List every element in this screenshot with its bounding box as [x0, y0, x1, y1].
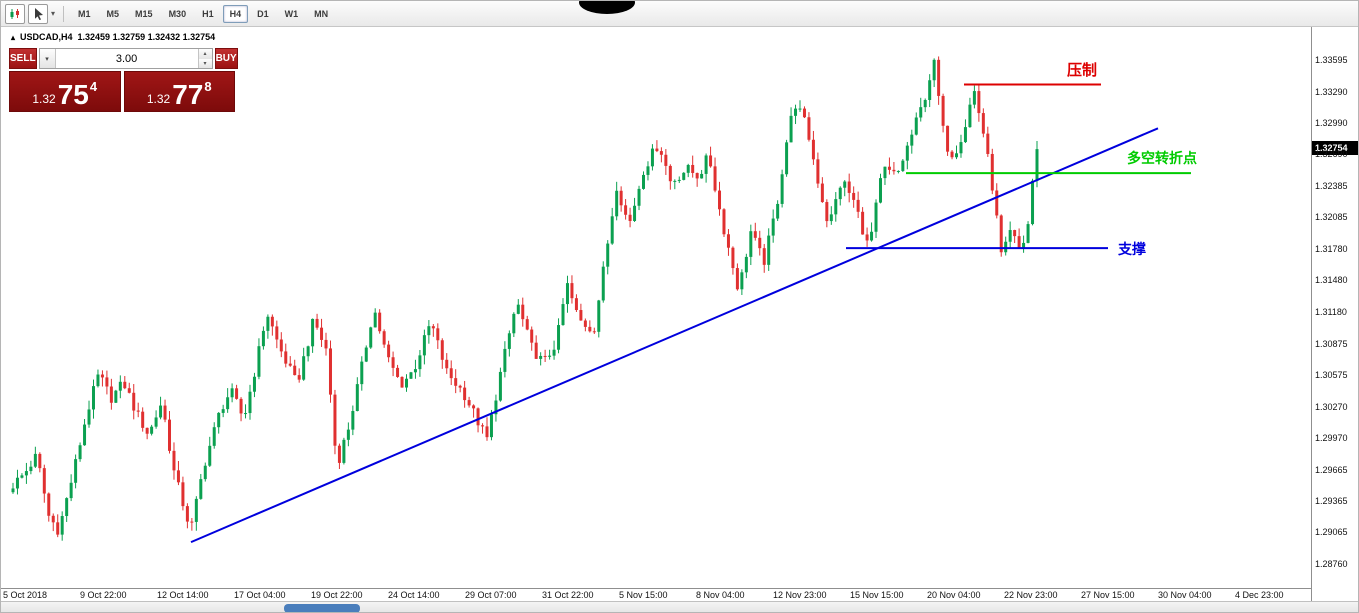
price-tick: 1.31180 [1315, 306, 1347, 317]
buy-price-display[interactable]: 1.32 77 8 [123, 71, 235, 112]
timeframe-h1[interactable]: H1 [202, 8, 214, 19]
buy-price-sup: 8 [204, 79, 212, 94]
scrollbar-thumb[interactable] [284, 604, 360, 612]
sell-price-big: 75 [57, 78, 89, 110]
annotation-label-support: 支撑 [1118, 241, 1146, 257]
crosshair-tool-icon[interactable] [28, 3, 48, 24]
price-tick: 1.29365 [1315, 495, 1348, 506]
chart-canvas[interactable] [1, 27, 1311, 588]
time-label: 29 Oct 07:00 [465, 590, 517, 600]
timeframe-m1[interactable]: M1 [78, 8, 91, 19]
price-tick: 1.30875 [1315, 338, 1348, 349]
timeframe-w1[interactable]: W1 [284, 8, 299, 19]
annotation-label-pivot: 多空转折点 [1127, 150, 1197, 166]
ellipse-annotation [579, 1, 635, 14]
time-label: 8 Nov 04:00 [696, 590, 745, 600]
time-label: 5 Oct 2018 [3, 590, 48, 600]
timeframe-buttons: M1 M5 M15 M30 H1 H4 D1 W1 MN [70, 4, 336, 23]
price-tick: 1.32085 [1315, 212, 1348, 223]
symbol-info: ▴ USDCAD,H4 1.32459 1.32759 1.32432 1.32… [11, 32, 215, 42]
price-tick: 1.30575 [1315, 369, 1348, 380]
sell-price-display[interactable]: 1.32 75 4 [9, 71, 121, 112]
price-tick: 1.28760 [1315, 559, 1348, 569]
time-label: 22 Nov 23:00 [1004, 590, 1058, 600]
price-tick: 1.33290 [1315, 86, 1348, 97]
time-label: 19 Oct 22:00 [311, 590, 363, 600]
timeframe-h4[interactable]: H4 [222, 4, 249, 23]
tool-dropdown-arrow-icon[interactable]: ▾ [51, 9, 56, 18]
volume-control: ▾ ▴ ▾ [38, 48, 213, 69]
time-label: 5 Nov 15:00 [619, 590, 668, 600]
annotation-label-resistance: 压制 [1067, 62, 1098, 79]
price-tick: 1.30270 [1315, 401, 1348, 412]
time-label: 31 Oct 22:00 [542, 590, 594, 600]
symbol-marker-icon: ▴ [11, 32, 16, 42]
price-tick: 1.29665 [1315, 464, 1348, 475]
buy-price-prefix: 1.32 [146, 91, 171, 106]
time-label: 4 Dec 23:00 [1235, 590, 1284, 600]
time-label: 12 Nov 23:00 [773, 590, 827, 600]
price-tick: 1.31780 [1315, 244, 1348, 255]
current-price-tag: 1.32754 [1312, 140, 1358, 155]
trendline [190, 127, 1159, 544]
symbol-name: USDCAD,H4 [20, 32, 73, 42]
sell-price-prefix: 1.32 [32, 91, 56, 106]
toolbar: ▾ M1 M5 M15 M30 H1 H4 D1 W1 MN [1, 1, 1358, 27]
time-label: 9 Oct 22:00 [80, 590, 127, 600]
chart-window-icon[interactable] [5, 3, 25, 24]
time-label: 12 Oct 14:00 [157, 590, 209, 600]
buy-button[interactable]: BUY [214, 48, 238, 69]
one-click-trading-panel: SELL ▾ ▴ ▾ BUY 1.32 75 4 1.32 77 8 [9, 48, 238, 112]
timeframe-mn[interactable]: MN [314, 8, 329, 19]
time-label: 20 Nov 04:00 [927, 590, 981, 600]
price-tick: 1.31480 [1315, 275, 1348, 286]
timeframe-m15[interactable]: M15 [135, 8, 153, 19]
stepper-up-icon[interactable]: ▴ [198, 49, 212, 59]
time-label: 24 Oct 14:00 [388, 590, 440, 600]
price-tick: 1.29970 [1315, 432, 1348, 443]
timeframe-d1[interactable]: D1 [257, 8, 269, 19]
volume-input[interactable] [55, 49, 198, 68]
volume-stepper[interactable]: ▴ ▾ [197, 49, 212, 68]
sell-button[interactable]: SELL [9, 48, 37, 69]
time-axis[interactable]: 5 Oct 2018 9 Oct 22:00 12 Oct 14:00 17 Oct … [1, 588, 1311, 602]
timeframe-m5[interactable]: M5 [106, 8, 120, 19]
candlestick-chart [11, 56, 1191, 544]
time-label: 17 Oct 04:00 [234, 590, 286, 600]
stepper-down-icon[interactable]: ▾ [198, 58, 212, 68]
time-label: 27 Nov 15:00 [1081, 590, 1135, 600]
price-tick: 1.29065 [1315, 527, 1348, 538]
symbol-ohlc: 1.32459 1.32759 1.32432 1.32754 [77, 32, 216, 42]
price-tick: 1.33595 [1315, 55, 1348, 65]
bottom-bar [1, 601, 1358, 612]
time-label: 30 Nov 04:00 [1158, 590, 1212, 600]
price-tick: 1.32690 [1315, 149, 1348, 160]
timeframe-m30[interactable]: M30 [168, 8, 187, 19]
toolbar-separator [63, 5, 65, 22]
price-tick: 1.32990 [1315, 118, 1348, 129]
buy-price-big: 77 [172, 78, 204, 110]
price-axis[interactable]: 1.32754 1.33595 1.33290 1.32990 1.32690 1.32… [1311, 27, 1358, 601]
sell-price-sup: 4 [89, 79, 98, 94]
volume-dropdown-icon[interactable]: ▾ [39, 49, 56, 68]
time-label: 15 Nov 15:00 [850, 590, 904, 600]
price-tick: 1.32385 [1315, 181, 1348, 192]
